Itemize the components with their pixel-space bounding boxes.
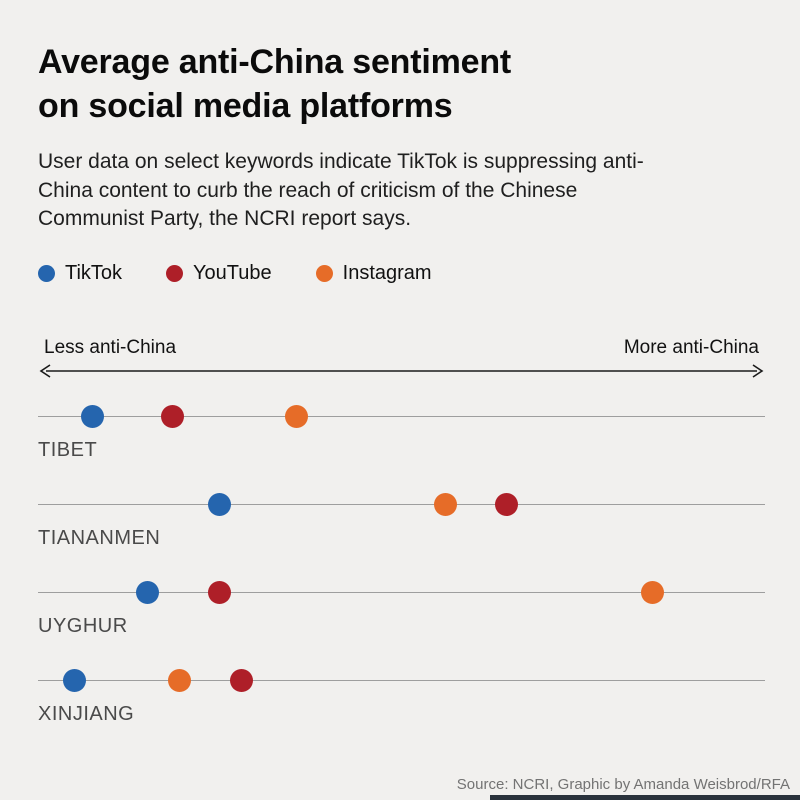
instagram-legend-dot-icon bbox=[315, 265, 333, 283]
row-baseline bbox=[38, 416, 765, 418]
category-label: XINJIANG bbox=[38, 703, 135, 726]
chart-rows: TIBET TIANANMEN UYGHUR XINJIANG bbox=[38, 403, 765, 726]
data-point-instagram bbox=[433, 492, 457, 516]
row-baseline bbox=[38, 504, 765, 506]
axis-labels: Less anti-China More anti-China bbox=[38, 337, 765, 359]
data-point-youtube bbox=[230, 668, 254, 692]
axis-label-more: More anti-China bbox=[623, 337, 759, 359]
data-point-youtube bbox=[160, 404, 184, 428]
data-point-youtube bbox=[208, 580, 232, 604]
chart-row-tibet: TIBET bbox=[38, 403, 765, 462]
row-baseline bbox=[38, 592, 765, 594]
row-baseline bbox=[38, 680, 765, 682]
bottom-banner-strip bbox=[490, 795, 800, 800]
category-label: UYGHUR bbox=[38, 615, 128, 638]
chart-subtitle: User data on select keywords indicate Ti… bbox=[38, 150, 644, 231]
data-point-tiktok bbox=[62, 668, 86, 692]
chart-title-line2: on social media platforms bbox=[38, 87, 453, 126]
data-point-tiktok bbox=[81, 404, 105, 428]
chart-row-uyghur: UYGHUR bbox=[38, 579, 765, 638]
legend-label-youtube: YouTube bbox=[193, 262, 272, 285]
youtube-legend-dot-icon bbox=[166, 265, 184, 283]
data-point-instagram bbox=[640, 580, 664, 604]
data-point-instagram bbox=[168, 668, 192, 692]
data-point-youtube bbox=[495, 492, 519, 516]
chart-row-tiananmen: TIANANMEN bbox=[38, 491, 765, 550]
row-track bbox=[38, 579, 765, 605]
source-credit: Source: NCRI, Graphic by Amanda Weisbrod… bbox=[456, 776, 790, 793]
data-point-tiktok bbox=[135, 580, 159, 604]
row-track bbox=[38, 491, 765, 517]
row-track bbox=[38, 667, 765, 693]
legend-item-youtube: YouTube bbox=[166, 262, 272, 285]
category-label: TIANANMEN bbox=[38, 527, 161, 550]
legend-item-tiktok: TikTok bbox=[38, 262, 122, 285]
category-label: TIBET bbox=[38, 439, 98, 462]
chart-title-line1: Average anti-China sentiment bbox=[38, 43, 512, 81]
data-point-tiktok bbox=[208, 492, 232, 516]
axis-label-less: Less anti-China bbox=[44, 337, 177, 359]
double-arrow-axis-icon bbox=[39, 364, 764, 378]
data-point-instagram bbox=[284, 404, 308, 428]
tiktok-legend-dot-icon bbox=[38, 265, 55, 283]
infographic: Average anti-China sentiment on social me… bbox=[38, 40, 765, 726]
legend-item-instagram: Instagram bbox=[315, 262, 432, 285]
chart-row-xinjiang: XINJIANG bbox=[38, 667, 765, 726]
legend: TikTok YouTube Instagram bbox=[38, 262, 765, 285]
chart-title: Average anti-China sentiment on social me… bbox=[38, 40, 765, 128]
row-track bbox=[38, 403, 765, 429]
legend-label-instagram: Instagram bbox=[342, 262, 432, 285]
legend-label-tiktok: TikTok bbox=[65, 262, 123, 285]
